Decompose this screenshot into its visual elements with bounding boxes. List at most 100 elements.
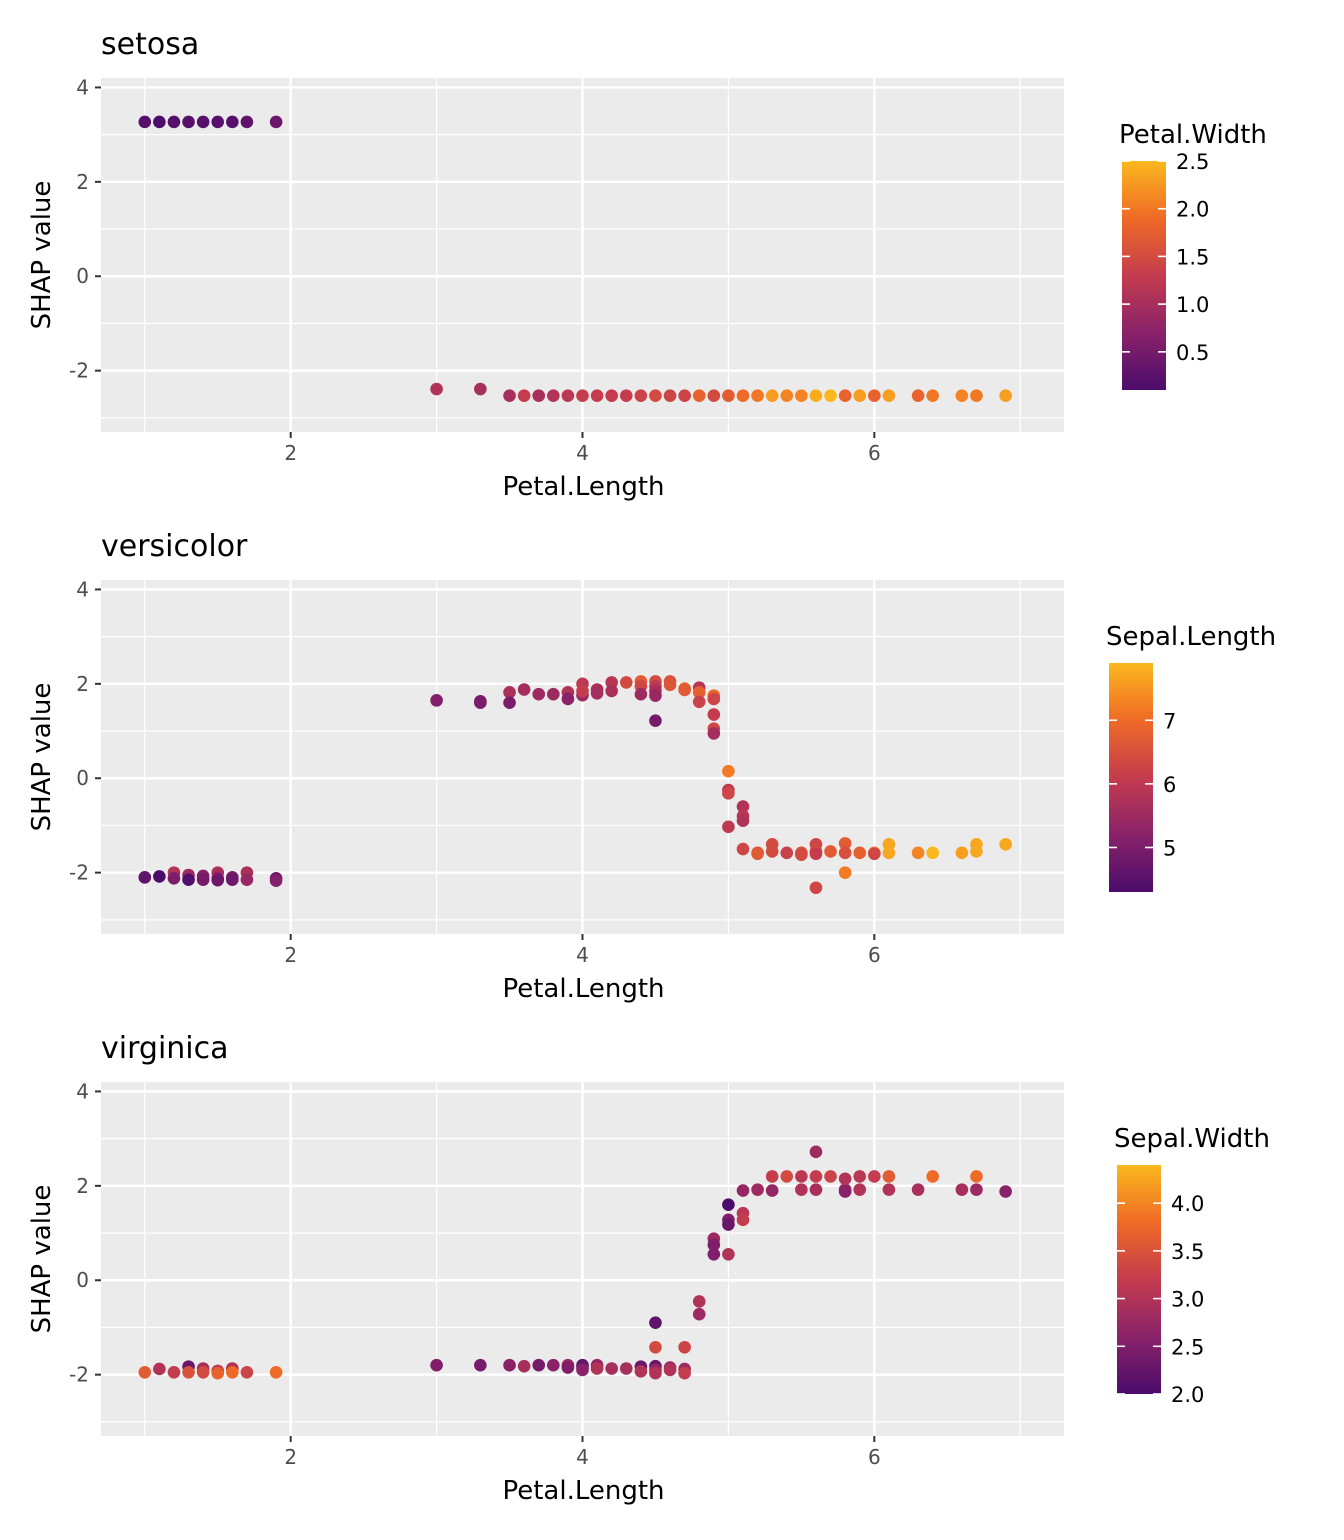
- data-point: [649, 689, 662, 702]
- data-point: [722, 1198, 735, 1212]
- x-axis-title: Petal.Length: [502, 472, 664, 502]
- data-point: [955, 1183, 969, 1196]
- data-point: [211, 873, 225, 887]
- data-point: [809, 389, 823, 402]
- panel-setosa: setosa 2 4 6 -2 0 2 4 Petal.Length SHAP value Peta…: [27, 27, 1267, 502]
- data-point: [838, 389, 852, 402]
- data-point: [605, 684, 618, 698]
- colorbar-tick-label: 1.0: [1176, 293, 1209, 317]
- data-point: [240, 1365, 254, 1379]
- data-point: [196, 1365, 210, 1379]
- data-point: [999, 838, 1012, 851]
- data-point: [517, 1359, 531, 1373]
- data-point: [692, 1307, 706, 1321]
- data-point: [970, 1183, 983, 1196]
- data-point: [824, 845, 837, 858]
- data-point: [736, 1184, 750, 1197]
- data-point: [838, 846, 852, 860]
- data-point: [649, 1340, 662, 1354]
- data-point: [678, 683, 691, 697]
- data-point: [153, 115, 166, 129]
- y-tick-label: 4: [76, 577, 89, 601]
- data-point: [503, 389, 516, 402]
- x-axis-title: Petal.Length: [502, 974, 664, 1004]
- data-point: [532, 1358, 546, 1372]
- data-point: [911, 389, 925, 402]
- panel-title: setosa: [101, 27, 199, 62]
- y-tick-label: 4: [76, 1079, 89, 1103]
- data-point: [765, 1170, 779, 1183]
- data-point: [926, 846, 939, 860]
- colorbar-tick-label: 7: [1163, 709, 1176, 733]
- data-point: [970, 1170, 983, 1183]
- data-point: [474, 696, 487, 710]
- data-point: [503, 696, 516, 710]
- data-point: [911, 846, 925, 860]
- data-point: [517, 683, 531, 696]
- data-point: [853, 846, 867, 860]
- data-point: [999, 1185, 1012, 1198]
- data-point: [795, 848, 808, 862]
- x-tick-label: 4: [576, 441, 589, 465]
- data-point: [576, 389, 589, 402]
- data-point: [751, 1183, 764, 1196]
- colorbar-tick-label: 0.5: [1176, 341, 1209, 365]
- data-point: [722, 389, 735, 402]
- data-point: [780, 846, 794, 860]
- data-point: [547, 687, 560, 701]
- data-point: [182, 873, 195, 887]
- data-point: [853, 1183, 867, 1196]
- data-point: [678, 389, 691, 402]
- data-point: [970, 845, 983, 858]
- data-point: [167, 872, 181, 885]
- data-point: [970, 389, 983, 402]
- data-point: [809, 881, 823, 895]
- data-point: [269, 1365, 283, 1379]
- data-point: [955, 846, 969, 860]
- data-point: [765, 1184, 779, 1197]
- y-axis-title: SHAP value: [27, 683, 57, 832]
- data-point: [240, 873, 254, 887]
- y-tick-label: -2: [69, 359, 89, 383]
- data-point: [605, 389, 618, 402]
- data-point: [590, 1362, 604, 1375]
- data-point: [751, 847, 764, 861]
- data-point: [838, 837, 852, 850]
- data-point: [167, 1365, 181, 1379]
- panel-versicolor: versicolor 2 4 6 -2 0 2 4 Petal.Length SHAP value…: [27, 529, 1276, 1004]
- data-point: [707, 1247, 721, 1261]
- data-point: [882, 846, 896, 860]
- data-point: [590, 389, 604, 402]
- data-point: [780, 1170, 794, 1183]
- data-point: [736, 389, 750, 402]
- data-point: [809, 847, 823, 861]
- data-point: [663, 389, 677, 402]
- data-point: [226, 873, 239, 887]
- x-tick-label: 4: [576, 1445, 589, 1469]
- data-point: [809, 1170, 823, 1183]
- data-point: [138, 871, 152, 884]
- data-point: [138, 115, 152, 129]
- data-point: [430, 382, 443, 396]
- data-point: [707, 1238, 721, 1252]
- data-point: [882, 1183, 896, 1196]
- data-point: [838, 866, 852, 879]
- data-point: [868, 389, 881, 402]
- data-point: [838, 1172, 852, 1186]
- data-point: [649, 714, 662, 727]
- y-axis-title: SHAP value: [27, 1185, 57, 1334]
- y-axis-title: SHAP value: [27, 181, 57, 330]
- x-tick-label: 2: [284, 1445, 297, 1469]
- data-point: [226, 1365, 239, 1379]
- data-point: [765, 389, 779, 402]
- data-point: [736, 800, 750, 813]
- data-point: [809, 1145, 823, 1159]
- data-point: [795, 389, 808, 402]
- data-point: [882, 1170, 896, 1183]
- data-point: [474, 1358, 487, 1372]
- x-tick-label: 6: [868, 943, 881, 967]
- data-point: [663, 1363, 677, 1377]
- data-point: [795, 1170, 808, 1183]
- y-tick-label: 2: [76, 1174, 89, 1198]
